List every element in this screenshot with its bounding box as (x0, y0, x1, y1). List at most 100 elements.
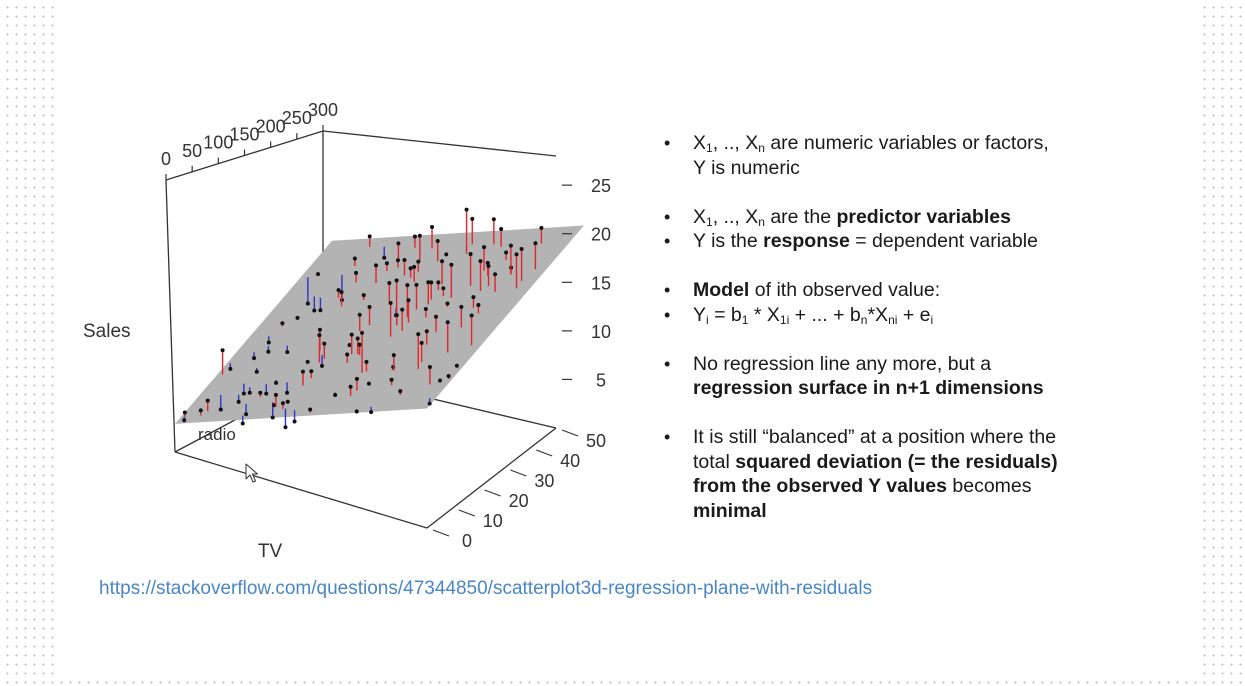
data-point (247, 390, 252, 395)
data-point (270, 415, 275, 420)
data-point (486, 263, 491, 268)
data-point (280, 401, 285, 406)
frame-edge (426, 427, 557, 529)
data-point (493, 272, 498, 277)
data-point (360, 330, 365, 335)
data-point (430, 225, 435, 230)
data-point (317, 327, 322, 332)
data-point (285, 350, 290, 355)
data-point (476, 302, 481, 307)
x-tick-label: 150 (229, 125, 259, 145)
bullet-text: + e (897, 303, 931, 326)
data-point (470, 216, 475, 221)
data-point (266, 340, 271, 345)
data-point (429, 280, 434, 285)
bullet-item: It is still “balanced” at a position whe… (664, 425, 1124, 523)
data-point (354, 270, 359, 275)
bullet-text: No regression line any more, but a (693, 352, 992, 375)
x-tick-label: 100 (203, 133, 233, 153)
bullet-text: , .., X (712, 132, 759, 154)
data-point (285, 399, 290, 404)
bullet-item: X1, .., Xn are the predictor variables (664, 205, 1124, 230)
subscript: i (930, 312, 934, 327)
y-tick (458, 509, 476, 517)
data-point (273, 392, 278, 397)
data-point (258, 390, 263, 395)
data-point (236, 399, 241, 404)
data-point (424, 329, 429, 334)
data-point (336, 288, 341, 293)
data-point (349, 332, 354, 337)
y-axis-title: radio (198, 425, 236, 444)
bullet-text: Y is the (693, 230, 764, 252)
bullet-text: of ith observed value: (749, 279, 941, 301)
data-point (398, 389, 403, 394)
frame-edge (322, 130, 557, 157)
bullet-text: *X (867, 303, 889, 326)
data-point (361, 293, 366, 298)
data-point (395, 258, 400, 263)
data-point (347, 343, 352, 348)
data-point (434, 314, 439, 319)
data-point (444, 252, 449, 257)
data-point (285, 390, 290, 395)
data-point (345, 352, 350, 357)
data-point (292, 419, 297, 424)
bold-term: from the observed Y values (693, 475, 947, 497)
z-tick-label: 5 (596, 370, 606, 390)
data-point (354, 376, 359, 381)
data-point (228, 366, 233, 371)
subscript: 1 (706, 214, 713, 229)
data-point (357, 342, 362, 347)
bullet-text: are numeric variables or factors, (764, 132, 1049, 154)
data-point (459, 304, 464, 309)
data-point (318, 308, 323, 313)
data-point (305, 301, 310, 306)
z-tick-label: 25 (591, 176, 611, 196)
data-point (240, 421, 245, 426)
data-point (354, 409, 359, 414)
data-point (274, 380, 279, 385)
x-tick-label: 250 (282, 108, 312, 128)
data-point (317, 333, 322, 338)
data-point (366, 381, 371, 386)
frame-edge (174, 451, 428, 529)
data-point (364, 359, 369, 364)
y-tick-label: 10 (483, 511, 503, 531)
x-tick-label: 0 (161, 149, 171, 169)
data-point (400, 307, 405, 312)
bold-term: regression surface in n+1 dimensions (693, 377, 1044, 399)
y-tick (484, 489, 501, 497)
data-point (220, 348, 225, 353)
data-point (394, 313, 399, 318)
y-tick (432, 529, 450, 537)
bullet-list: X1, .., Xn are numeric variables or fact… (664, 131, 1124, 523)
data-point (322, 341, 327, 346)
bold-term: squared deviation (= the residuals) (735, 450, 1058, 473)
subscript: 1 (706, 141, 713, 155)
data-point (339, 290, 344, 295)
data-point (320, 363, 325, 368)
source-link[interactable]: https://stackoverflow.com/questions/4734… (99, 578, 873, 599)
data-point (436, 280, 441, 285)
data-point (454, 363, 459, 368)
data-point (446, 373, 451, 378)
data-point (205, 398, 210, 403)
data-point (352, 256, 357, 261)
bullet-text: * X (748, 303, 780, 326)
data-point (471, 295, 476, 300)
data-point (402, 258, 407, 263)
bold-term: minimal (693, 499, 767, 522)
data-point (357, 312, 362, 317)
data-point (198, 408, 203, 413)
data-point (482, 245, 487, 250)
data-point (182, 410, 187, 415)
y-tick-label: 0 (462, 531, 472, 551)
data-point (408, 266, 413, 271)
data-point (394, 278, 399, 283)
bullet-text: becomes (946, 475, 1032, 497)
data-point (312, 308, 317, 313)
bullet-text: + ... + b (789, 303, 861, 326)
bullet-text: Y is numeric (693, 156, 800, 179)
